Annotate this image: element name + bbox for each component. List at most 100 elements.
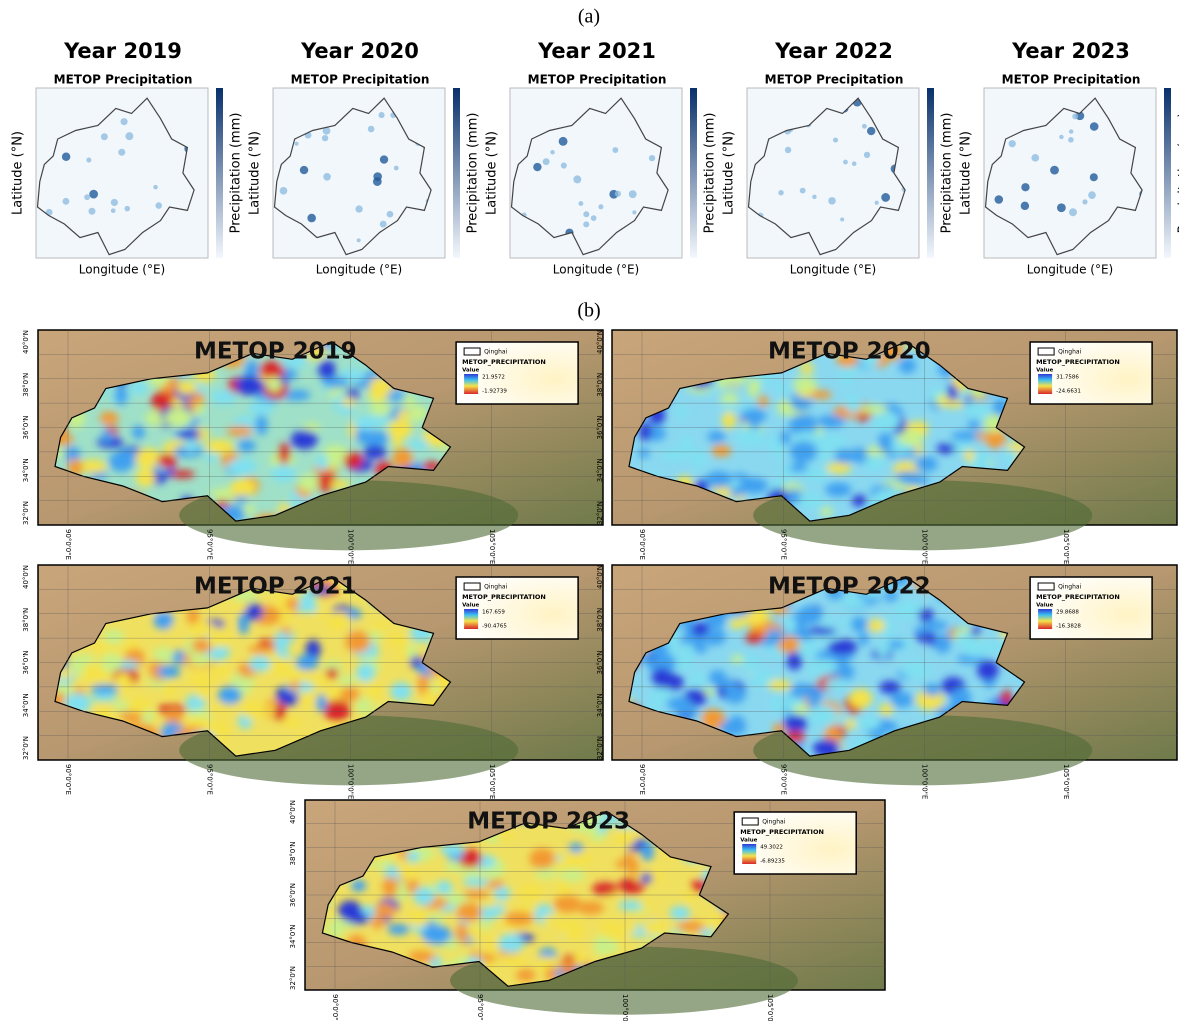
blob (205, 439, 234, 454)
dot (1090, 122, 1099, 131)
blob (825, 678, 849, 690)
lat-label: 32°0'N (22, 736, 30, 760)
dot (101, 133, 108, 140)
lat-label: 40°0'N (596, 330, 604, 354)
blob (691, 671, 705, 687)
blob (164, 681, 175, 698)
blob (214, 664, 231, 679)
blob (849, 689, 873, 709)
blob (563, 921, 585, 941)
dot (63, 198, 70, 205)
legend-region: Qinghai (1058, 584, 1081, 591)
blob (823, 618, 836, 629)
blob (901, 661, 930, 679)
blob (298, 695, 318, 707)
blob (790, 684, 811, 699)
blob (121, 640, 140, 650)
blob (157, 665, 180, 678)
dot (89, 190, 98, 199)
blob (640, 873, 652, 884)
blob (798, 642, 820, 657)
blob (279, 443, 290, 464)
blob (923, 684, 941, 696)
blob (707, 431, 725, 443)
legend-low: -90.4765 (482, 624, 507, 630)
lon-label: 95°0'0"E (779, 764, 787, 795)
legend-high: 21.9572 (482, 375, 505, 381)
legend-ramp (1038, 609, 1052, 629)
blob (103, 630, 124, 645)
lon-label: 100°0'0"E (347, 529, 355, 564)
blob (274, 632, 290, 653)
dot (323, 173, 331, 181)
blob (218, 686, 242, 705)
colorbar-label: Precipitation (mm) (940, 113, 955, 234)
blob (157, 454, 177, 468)
dot (1050, 166, 1059, 175)
blob (185, 439, 197, 453)
blob (879, 703, 893, 715)
plot-area (273, 88, 445, 258)
blob (177, 381, 196, 395)
blob (783, 715, 807, 731)
legend-layer: METOP_PRECIPITATION (1036, 593, 1120, 601)
legend-low: -6.89235 (760, 859, 785, 865)
blob (774, 383, 789, 395)
dot (995, 195, 1004, 204)
blob (323, 377, 349, 388)
blob (977, 660, 999, 681)
lon-label: 95°0'0"E (205, 764, 213, 795)
blob (248, 646, 276, 654)
blob (677, 921, 705, 932)
blob (243, 504, 254, 514)
lat-label: 38°0'N (289, 841, 297, 865)
blob (392, 427, 403, 448)
blob (196, 688, 209, 698)
colorbar (1164, 88, 1171, 258)
blob (382, 876, 398, 897)
dot (1068, 137, 1074, 143)
blob (241, 700, 266, 719)
lat-label: 40°0'N (22, 330, 30, 354)
blob (680, 435, 693, 454)
blob (516, 969, 536, 981)
legend-high: 167.659 (482, 610, 505, 616)
blob (436, 881, 452, 895)
blob (809, 659, 838, 673)
blob (344, 452, 363, 468)
panel-subtitle: METOP Precipitation (291, 73, 430, 87)
blob (780, 431, 791, 445)
dot (124, 206, 130, 212)
dot (550, 150, 554, 154)
colorbar-label: Precipitation (mm) (229, 113, 244, 234)
blob (594, 935, 609, 956)
blob (195, 403, 205, 412)
dot (1090, 173, 1098, 181)
dot (840, 217, 844, 221)
blob (765, 436, 778, 449)
legend-ramp (464, 374, 478, 394)
blob (865, 456, 876, 471)
blob (789, 463, 808, 472)
blob (127, 697, 152, 713)
legend-layer: METOP_PRECIPITATION (462, 593, 546, 601)
dot (1069, 129, 1073, 133)
dot (800, 188, 806, 194)
legend-layer: METOP_PRECIPITATION (740, 828, 824, 836)
blob (651, 668, 672, 688)
legend-field: Value (740, 838, 757, 844)
blob (386, 633, 409, 646)
lat-label: 32°0'N (596, 501, 604, 525)
dot (533, 163, 541, 171)
x-axis-label: Longitude (°E) (79, 263, 165, 277)
blob (248, 400, 274, 415)
lon-label: 105°0'0"E (766, 994, 774, 1021)
blob (341, 397, 356, 406)
blob (327, 456, 342, 468)
blob (592, 882, 618, 895)
blob (768, 680, 792, 691)
dot (875, 201, 879, 205)
blob (787, 652, 802, 670)
lon-label: 90°0'0"E (64, 764, 72, 795)
dot (598, 204, 603, 209)
